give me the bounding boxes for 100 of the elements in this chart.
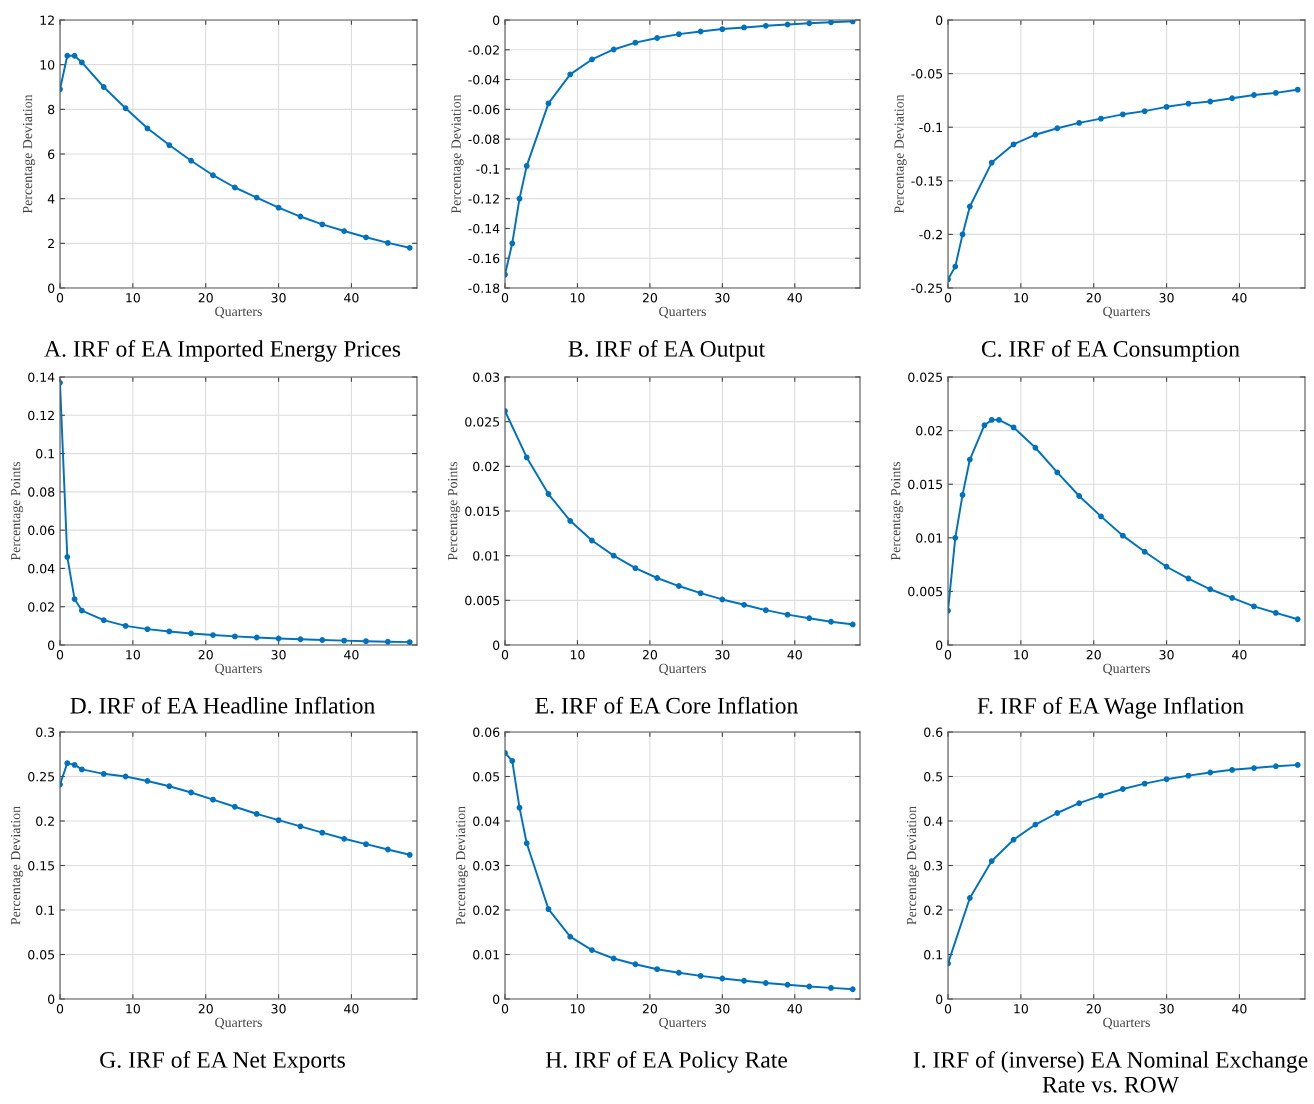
x-axis-title: Quarters <box>659 1017 706 1030</box>
x-axis-title: Quarters <box>215 663 262 676</box>
x-tick-label: 40 <box>787 650 802 660</box>
y-tick-label: -0.08 <box>468 134 500 145</box>
x-tick-label: 20 <box>1086 1004 1101 1014</box>
text: C. IRF of EA Consumption <box>981 340 1240 362</box>
y-tick-label: -0.25 <box>911 283 943 293</box>
y-tick-label: 0.015 <box>465 506 500 516</box>
x-axis-title: Quarters <box>215 1017 262 1030</box>
y-tick-label: 0.005 <box>465 595 500 606</box>
text: I. IRF of (inverse) EA Nominal Exchange Rate vs. ROW <box>913 1051 1308 1093</box>
y-axis-title: Percentage Deviation <box>906 806 920 925</box>
y-tick-label: 0.2 <box>924 905 942 915</box>
x-tick-label: 0 <box>501 650 509 660</box>
y-tick-label: 0.02 <box>916 426 942 436</box>
y-tick-label: 12 <box>40 15 54 25</box>
y-tick-label: 0 <box>493 994 500 1004</box>
y-tick-label: 0.02 <box>473 461 499 472</box>
y-tick-label: 0.025 <box>908 372 943 382</box>
x-tick-label: 0 <box>944 1004 952 1014</box>
y-tick-label: -0.05 <box>911 69 943 79</box>
y-tick-label: 0 <box>493 15 500 25</box>
x-tick-label: 30 <box>715 293 730 303</box>
y-axis-title: Percentage Deviation <box>10 806 24 925</box>
y-tick-label: 0 <box>48 640 55 650</box>
y-tick-label: -0.16 <box>468 253 500 264</box>
y-axis-title: Percentage Deviation <box>451 94 464 214</box>
text: D. IRF of EA Headline Inflation <box>70 696 375 714</box>
x-axis-title: Quarters <box>1103 1017 1150 1030</box>
x-axis-title: Quarters <box>659 306 706 319</box>
x-tick-label: 20 <box>198 293 213 303</box>
y-tick-label: 0.15 <box>28 860 55 871</box>
x-axis-title: Quarters <box>215 306 262 319</box>
y-tick-label: 0.03 <box>473 860 500 871</box>
x-axis-title: Quarters <box>1103 663 1150 676</box>
x-tick-label: 0 <box>501 1004 509 1014</box>
y-tick-label: 0.01 <box>473 949 499 960</box>
x-tick-label: 10 <box>126 650 140 660</box>
y-tick-label: -0.15 <box>911 176 943 186</box>
x-tick-label: 10 <box>126 1004 140 1014</box>
y-tick-label: -0.02 <box>468 45 499 55</box>
x-tick-label: 10 <box>570 1004 585 1014</box>
y-axis-title: Percentage Points <box>890 461 904 561</box>
x-tick-label: 20 <box>642 1004 658 1014</box>
y-tick-label: 0.01 <box>473 551 499 561</box>
y-tick-label: 8 <box>48 104 55 115</box>
text: G. IRF of EA Net Exports <box>100 1051 345 1073</box>
y-tick-label: -0.1 <box>919 122 942 133</box>
y-tick-label: 0.3 <box>36 727 55 737</box>
x-tick-label: 30 <box>1159 293 1174 303</box>
x-tick-label: 30 <box>715 1004 730 1014</box>
y-tick-label: 0.005 <box>908 586 943 597</box>
y-tick-label: 0.1 <box>36 449 54 459</box>
text: F. IRF of EA Wage Inflation <box>977 697 1244 719</box>
y-tick-label: -0.06 <box>468 104 500 115</box>
y-tick-label: 0.06 <box>28 525 55 536</box>
x-tick-label: 20 <box>198 650 213 660</box>
y-tick-label: 0.03 <box>473 372 500 382</box>
y-tick-label: 0 <box>48 283 55 293</box>
x-tick-label: 0 <box>501 293 509 303</box>
y-tick-label: 4 <box>47 194 55 204</box>
x-tick-label: 10 <box>570 650 585 660</box>
x-tick-label: 30 <box>715 650 730 660</box>
x-tick-label: 10 <box>1014 293 1028 303</box>
y-tick-label: -0.14 <box>468 223 500 234</box>
y-tick-label: 0.25 <box>28 771 55 782</box>
x-tick-label: 40 <box>1232 293 1247 303</box>
y-tick-label: 2 <box>48 238 54 249</box>
y-tick-label: 0.6 <box>924 727 943 737</box>
y-tick-label: -0.04 <box>468 75 500 85</box>
text: E. IRF of EA Core Inflation <box>535 696 798 714</box>
y-tick-label: -0.12 <box>468 194 499 204</box>
y-tick-label: 0.14 <box>28 372 55 382</box>
y-axis-title: Percentage Deviation <box>455 806 469 925</box>
text: B. IRF of EA Output <box>568 340 766 362</box>
text: H. IRF of EA Policy Rate <box>545 1051 788 1073</box>
y-tick-label: 0.4 <box>924 816 943 826</box>
x-tick-label: 40 <box>787 1004 802 1014</box>
y-tick-label: 0 <box>48 994 55 1004</box>
y-tick-label: 0.04 <box>473 816 500 826</box>
y-tick-label: 6 <box>48 149 55 159</box>
x-tick-label: 30 <box>271 293 286 303</box>
x-tick-label: 40 <box>1232 1004 1247 1014</box>
y-tick-label: 0.1 <box>36 905 54 915</box>
y-tick-label: 0.08 <box>28 487 55 497</box>
y-tick-label: -0.2 <box>919 229 942 240</box>
x-tick-label: 10 <box>126 293 140 303</box>
x-tick-label: 40 <box>344 1004 359 1014</box>
y-axis-title: Percentage Points <box>447 461 461 561</box>
x-tick-label: 20 <box>642 293 658 303</box>
y-axis-title: Percentage Points <box>10 461 24 561</box>
y-tick-label: 0.2 <box>36 816 54 826</box>
y-tick-label: 0.02 <box>28 602 54 612</box>
y-tick-label: 0.05 <box>28 949 55 960</box>
x-tick-label: 20 <box>198 1004 213 1014</box>
x-tick-label: 40 <box>344 650 359 660</box>
x-tick-label: 0 <box>56 1004 64 1014</box>
y-tick-label: 0.5 <box>924 771 943 782</box>
x-tick-label: 30 <box>1159 650 1174 660</box>
x-tick-label: 40 <box>344 293 359 303</box>
